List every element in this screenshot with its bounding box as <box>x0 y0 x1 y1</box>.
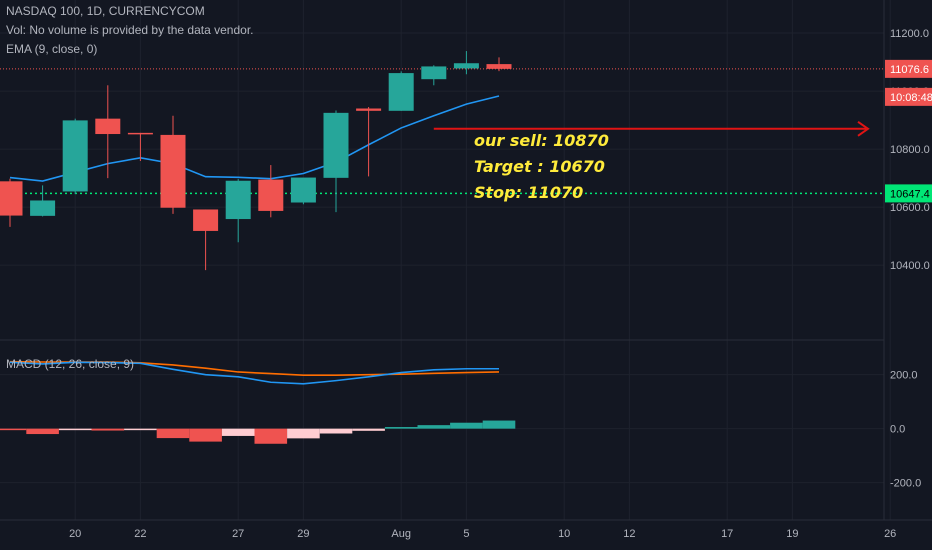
candle-body <box>225 180 251 220</box>
countdown-tag <box>885 87 932 106</box>
candle-body <box>160 134 186 208</box>
candle <box>323 110 349 213</box>
macd-tick-label: -200.0 <box>890 478 921 490</box>
macd-histogram-bar <box>189 428 222 442</box>
price-tick-label: 10800.0 <box>890 144 930 156</box>
macd-tick-label: 0.0 <box>890 424 905 436</box>
price-tick-label: 10600.0 <box>890 202 930 214</box>
ema-line <box>9 95 500 182</box>
candle <box>356 107 382 177</box>
candle <box>486 57 512 72</box>
candle-body <box>30 200 56 216</box>
candle-body <box>356 108 382 111</box>
price-tags: 11076.6 10:08:48 10647.4 <box>885 59 932 203</box>
macd-tick-label: 200.0 <box>890 370 918 382</box>
grid <box>0 0 891 520</box>
candle <box>127 132 153 162</box>
ema-legend[interactable]: EMA (9, close, 0) <box>6 42 98 56</box>
candle <box>421 65 447 86</box>
candle-body <box>62 120 88 192</box>
candle-body <box>193 209 219 231</box>
candle <box>193 209 219 271</box>
price-tick-label: 11200.0 <box>890 28 929 40</box>
candle-body <box>290 177 316 203</box>
candle-body <box>127 132 153 135</box>
time-tick-label: 27 <box>232 528 244 540</box>
macd-histogram-bar <box>384 427 418 429</box>
candle <box>160 115 186 214</box>
ema-layer <box>9 95 500 182</box>
sell-arrow-head <box>857 120 870 137</box>
macd-histogram-bar <box>254 428 288 444</box>
time-tick-label: 19 <box>786 528 798 540</box>
candle <box>0 178 23 227</box>
macd-histogram-bar <box>287 428 320 439</box>
time-tick-label: 26 <box>884 528 896 540</box>
annotation-stop: Stop: 11070 <box>474 183 584 202</box>
candle-body <box>421 66 447 80</box>
macd-line <box>9 361 499 385</box>
candle-body <box>0 181 23 216</box>
candle-body <box>486 64 512 69</box>
countdown-text: 10:08:48 <box>890 92 932 104</box>
candle <box>30 185 56 217</box>
macd-legend[interactable]: MACD (12, 26, close, 9) <box>6 357 135 371</box>
time-tick-label: 10 <box>558 528 570 540</box>
macd-histogram-bar <box>417 425 451 429</box>
target-price-text: 10647.4 <box>890 188 930 200</box>
macd-histogram-bar <box>319 428 353 434</box>
candle <box>453 51 479 75</box>
time-tick-label: 22 <box>134 528 146 540</box>
annotation-target: Target : 10670 <box>474 157 605 176</box>
macd-histogram-bar <box>450 422 483 429</box>
candles-layer <box>0 51 512 271</box>
macd-pane <box>0 360 516 444</box>
macd-histogram-bar <box>124 428 157 431</box>
time-tick-label: 12 <box>623 528 635 540</box>
macd-histogram-bar <box>156 428 190 439</box>
macd-histogram-bar <box>352 428 385 431</box>
macd-histogram-bar <box>221 428 255 436</box>
candle <box>95 85 121 179</box>
last-price-text: 11076.6 <box>890 64 929 76</box>
macd-histogram-bar <box>58 428 92 431</box>
time-tick-label: 29 <box>297 528 309 540</box>
time-tick-label: Aug <box>391 528 411 540</box>
candle-body <box>323 112 349 178</box>
candle <box>225 179 251 243</box>
macd-histogram-bar <box>0 428 27 431</box>
target-price-tag <box>885 184 932 203</box>
candle-body <box>453 63 479 69</box>
candle <box>62 118 88 195</box>
price-tick-label: 10400.0 <box>890 260 930 272</box>
candle <box>258 165 284 218</box>
candle-body <box>95 118 121 135</box>
candle <box>290 177 316 205</box>
time-tick-label: 17 <box>721 528 733 540</box>
candle <box>388 71 414 111</box>
candle-body <box>388 73 414 111</box>
time-tick-label: 5 <box>463 528 469 540</box>
macd-histogram-bar <box>91 428 125 431</box>
annotation-sell: our sell: 10870 <box>474 131 609 150</box>
time-tick-label: 20 <box>69 528 81 540</box>
last-price-tag <box>885 59 932 78</box>
reference-lines <box>0 68 884 195</box>
symbol-title[interactable]: NASDAQ 100, 1D, CURRENCYCOM <box>6 4 205 18</box>
macd-histogram-bar <box>26 428 59 435</box>
volume-note: Vol: No volume is provided by the data v… <box>6 23 254 37</box>
candle-body <box>258 179 284 211</box>
sell-arrow-layer <box>433 120 870 137</box>
macd-histogram-bar <box>482 420 516 429</box>
